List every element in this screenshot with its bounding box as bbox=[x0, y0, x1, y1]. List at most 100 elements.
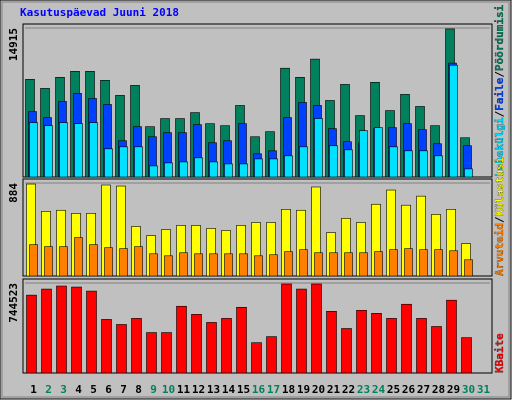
y-tick-label: 884 bbox=[7, 183, 20, 203]
bar bbox=[224, 253, 233, 277]
legend-separator: / bbox=[493, 216, 506, 223]
bar bbox=[89, 122, 98, 178]
y-tick-label: 744523 bbox=[7, 283, 20, 323]
x-tick-label: 7 bbox=[120, 383, 127, 396]
bar bbox=[344, 252, 353, 277]
bar bbox=[386, 318, 397, 374]
x-tick-label: 2 bbox=[45, 383, 52, 396]
bar bbox=[371, 313, 382, 374]
bar bbox=[104, 148, 113, 178]
x-tick-label: 5 bbox=[90, 383, 97, 396]
bar bbox=[161, 332, 172, 374]
bar bbox=[269, 158, 278, 178]
bar bbox=[374, 127, 383, 178]
bar bbox=[44, 125, 53, 178]
x-tick-label: 29 bbox=[447, 383, 460, 396]
bar bbox=[221, 318, 232, 374]
x-tick-label: 22 bbox=[342, 383, 355, 396]
bar bbox=[389, 249, 398, 277]
bar bbox=[344, 149, 353, 178]
bar bbox=[314, 252, 323, 277]
bar bbox=[236, 306, 247, 374]
bar bbox=[449, 64, 458, 178]
bar bbox=[59, 246, 68, 277]
bar bbox=[419, 249, 428, 277]
bar bbox=[296, 288, 307, 374]
bar bbox=[299, 146, 308, 178]
bar bbox=[224, 163, 233, 178]
x-tick-label: 15 bbox=[237, 383, 250, 396]
bar bbox=[461, 337, 472, 374]
x-tick-label: 1 bbox=[30, 383, 37, 396]
legend-separator: / bbox=[493, 110, 506, 117]
bar bbox=[284, 155, 293, 178]
x-tick-label: 4 bbox=[75, 383, 82, 396]
legend-separator: / bbox=[493, 71, 506, 78]
x-tick-label: 31 bbox=[477, 383, 491, 396]
legend: KBaite bbox=[493, 333, 506, 373]
bar bbox=[266, 336, 277, 374]
chart-title: Kasutuspäevad Juuni 2018 bbox=[20, 6, 179, 19]
bar bbox=[464, 259, 473, 277]
bar bbox=[164, 162, 173, 178]
bar bbox=[134, 146, 143, 178]
bar bbox=[134, 246, 143, 277]
bar bbox=[89, 244, 98, 277]
bar bbox=[209, 253, 218, 277]
bar bbox=[164, 255, 173, 277]
bar bbox=[389, 146, 398, 178]
x-tick-label: 17 bbox=[267, 383, 280, 396]
legend-entry: Lehekülgi bbox=[493, 117, 506, 177]
bar bbox=[209, 161, 218, 178]
bar bbox=[194, 157, 203, 178]
legend-entry: Arvuteid bbox=[493, 223, 506, 276]
bar bbox=[179, 252, 188, 277]
bar bbox=[29, 244, 38, 277]
bar bbox=[446, 299, 457, 374]
bar bbox=[119, 146, 128, 178]
bar bbox=[416, 318, 427, 374]
x-tick-label: 20 bbox=[312, 383, 325, 396]
x-tick-label: 13 bbox=[207, 383, 220, 396]
x-tick-label: 19 bbox=[297, 383, 310, 396]
bar bbox=[239, 163, 248, 178]
bar bbox=[176, 305, 187, 374]
y-tick-label: 14915 bbox=[7, 28, 20, 61]
bar bbox=[404, 248, 413, 277]
bar bbox=[239, 253, 248, 277]
bar bbox=[254, 255, 263, 277]
bar bbox=[254, 158, 263, 178]
x-tick-label: 16 bbox=[252, 383, 266, 396]
bar bbox=[329, 145, 338, 178]
x-tick-label: 30 bbox=[462, 383, 475, 396]
bar bbox=[179, 161, 188, 178]
bar bbox=[206, 322, 217, 374]
legend-entry: Faile bbox=[493, 77, 506, 110]
bar bbox=[419, 150, 428, 178]
bar bbox=[356, 310, 367, 374]
bar bbox=[401, 303, 412, 374]
bar bbox=[116, 324, 127, 374]
x-tick-label: 10 bbox=[162, 383, 175, 396]
bar bbox=[74, 237, 83, 277]
bar bbox=[41, 288, 52, 374]
bar bbox=[326, 311, 337, 374]
bar bbox=[71, 286, 82, 374]
bar bbox=[431, 326, 442, 374]
x-tick-label: 26 bbox=[402, 383, 416, 396]
bar bbox=[434, 155, 443, 178]
bar bbox=[299, 249, 308, 277]
bar bbox=[374, 251, 383, 277]
bar bbox=[149, 165, 158, 178]
x-tick-label: 27 bbox=[417, 383, 430, 396]
bar bbox=[311, 283, 322, 374]
bar bbox=[404, 150, 413, 178]
x-tick-label: 6 bbox=[105, 383, 112, 396]
x-tick-label: 14 bbox=[222, 383, 236, 396]
x-tick-label: 21 bbox=[327, 383, 341, 396]
bar bbox=[194, 253, 203, 277]
bar bbox=[434, 249, 443, 277]
x-tick-label: 8 bbox=[135, 383, 142, 396]
legend-entry: Külastusi bbox=[493, 156, 506, 216]
